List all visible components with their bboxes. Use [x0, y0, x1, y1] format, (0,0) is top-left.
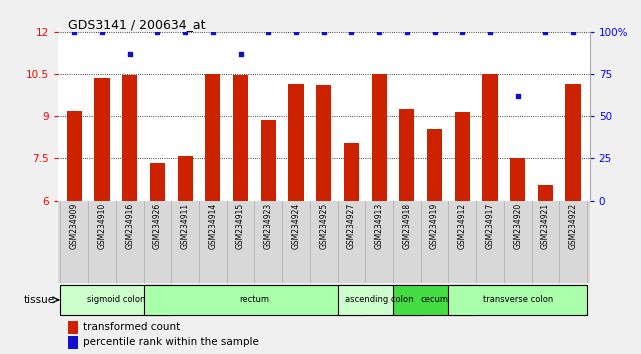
- Point: [153, 29, 163, 35]
- Point: [346, 29, 356, 35]
- Text: GSM234912: GSM234912: [458, 203, 467, 249]
- Bar: [144, 285, 365, 315]
- Bar: [565, 84, 581, 200]
- Bar: [288, 84, 304, 200]
- Text: GSM234913: GSM234913: [374, 203, 383, 249]
- Text: GSM234915: GSM234915: [236, 203, 245, 249]
- Point: [457, 29, 467, 35]
- Text: GSM234923: GSM234923: [264, 203, 273, 249]
- Point: [540, 29, 551, 35]
- Bar: [538, 185, 553, 200]
- Point: [180, 29, 190, 35]
- Bar: [150, 162, 165, 200]
- Text: GSM234926: GSM234926: [153, 203, 162, 249]
- Text: GSM234914: GSM234914: [208, 203, 217, 249]
- Text: GSM234919: GSM234919: [430, 203, 439, 249]
- Bar: [261, 120, 276, 200]
- Text: GSM234925: GSM234925: [319, 203, 328, 249]
- Text: GSM234911: GSM234911: [181, 203, 190, 249]
- Bar: [233, 75, 248, 200]
- Text: tissue: tissue: [24, 295, 55, 305]
- Point: [485, 29, 495, 35]
- Text: GSM234916: GSM234916: [125, 203, 134, 249]
- Text: GSM234918: GSM234918: [403, 203, 412, 249]
- Bar: [454, 112, 470, 200]
- Bar: [316, 85, 331, 200]
- Point: [263, 29, 274, 35]
- Text: GDS3141 / 200634_at: GDS3141 / 200634_at: [69, 18, 206, 31]
- Point: [429, 29, 440, 35]
- Text: GSM234909: GSM234909: [70, 203, 79, 249]
- Point: [568, 29, 578, 35]
- Bar: [60, 285, 171, 315]
- Text: transformed count: transformed count: [83, 322, 181, 332]
- Bar: [399, 109, 415, 200]
- Text: GSM234917: GSM234917: [485, 203, 494, 249]
- Text: GSM234922: GSM234922: [569, 203, 578, 249]
- Bar: [69, 336, 78, 349]
- Bar: [510, 158, 525, 200]
- Bar: [122, 75, 137, 200]
- Bar: [205, 74, 221, 200]
- Text: GSM234921: GSM234921: [541, 203, 550, 249]
- Point: [69, 29, 79, 35]
- Bar: [67, 110, 82, 200]
- Bar: [69, 321, 78, 333]
- Point: [513, 93, 523, 99]
- Bar: [482, 74, 497, 200]
- Bar: [372, 74, 387, 200]
- Bar: [449, 285, 587, 315]
- Text: GSM234920: GSM234920: [513, 203, 522, 249]
- Bar: [393, 285, 476, 315]
- Text: ascending colon: ascending colon: [345, 295, 413, 304]
- Text: GSM234927: GSM234927: [347, 203, 356, 249]
- Text: GSM234924: GSM234924: [292, 203, 301, 249]
- Text: cecum: cecum: [420, 295, 449, 304]
- Point: [235, 51, 246, 57]
- Bar: [94, 78, 110, 200]
- Bar: [338, 285, 420, 315]
- Point: [291, 29, 301, 35]
- Bar: [427, 129, 442, 200]
- Text: sigmoid colon: sigmoid colon: [87, 295, 145, 304]
- Point: [402, 29, 412, 35]
- Bar: [344, 143, 359, 200]
- Bar: [178, 155, 193, 200]
- Text: GSM234910: GSM234910: [97, 203, 106, 249]
- Point: [208, 29, 218, 35]
- Text: percentile rank within the sample: percentile rank within the sample: [83, 337, 259, 347]
- Text: rectum: rectum: [240, 295, 269, 304]
- Point: [374, 29, 384, 35]
- Point: [319, 29, 329, 35]
- Point: [97, 29, 107, 35]
- Point: [124, 51, 135, 57]
- Text: transverse colon: transverse colon: [483, 295, 553, 304]
